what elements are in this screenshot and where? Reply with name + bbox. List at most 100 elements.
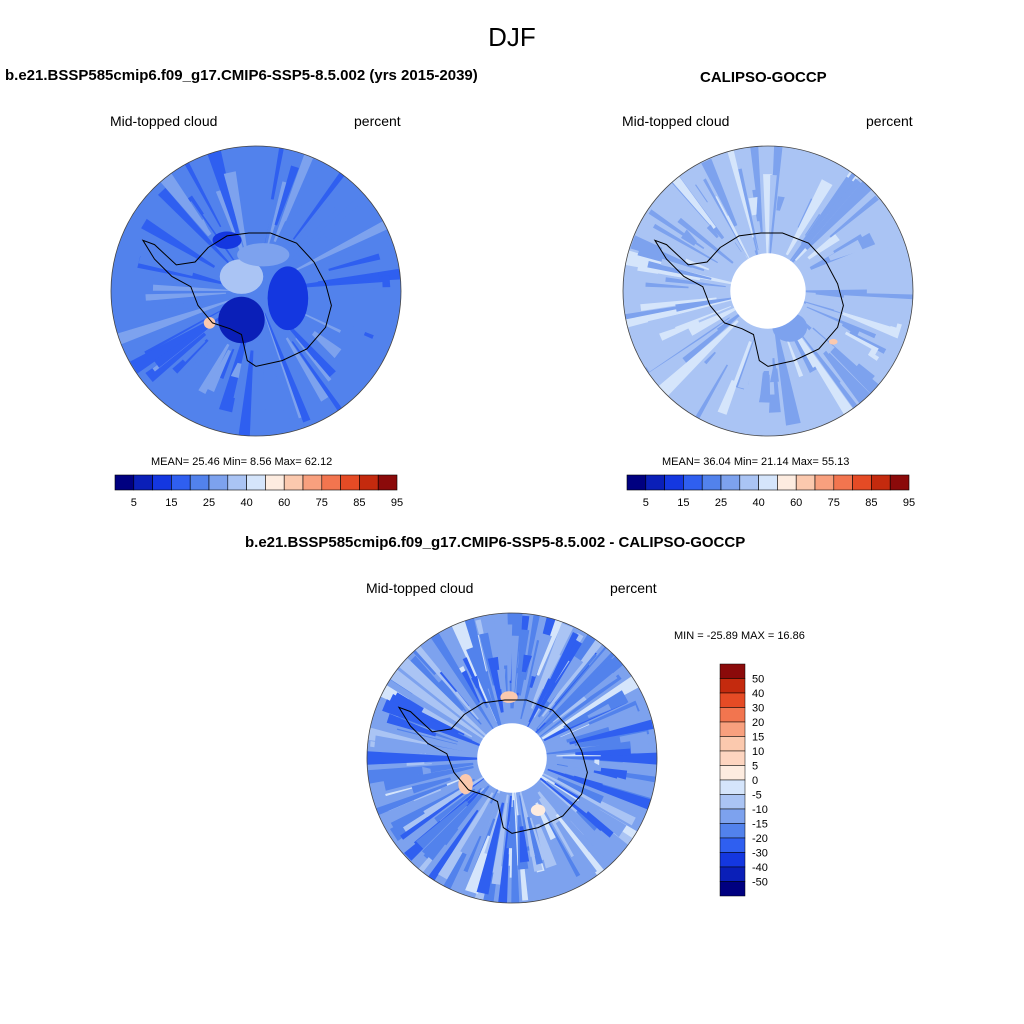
- colorbar-swatch: [777, 474, 797, 491]
- contour-patch: [215, 188, 249, 268]
- contour-patch: [805, 175, 878, 250]
- contour-patch: [785, 179, 833, 256]
- colorbar-swatch: [208, 474, 229, 491]
- coastline: [653, 232, 844, 367]
- colorbar-tick-label: 0: [752, 775, 758, 787]
- contour-patch: [546, 780, 590, 814]
- contour-blob: [267, 266, 309, 331]
- contour-patch: [659, 244, 726, 277]
- obs-polar-map: [622, 145, 914, 437]
- contour-patch: [516, 629, 530, 693]
- colorbar-tick-label: 40: [752, 497, 764, 509]
- contour-patch: [769, 368, 779, 383]
- colorbar-swatch: [152, 474, 172, 491]
- contour-patch: [710, 210, 727, 232]
- colorbar-swatch: [719, 837, 746, 853]
- contour-patch: [742, 340, 759, 413]
- colorbar-swatch: [719, 707, 746, 723]
- contour-patch: [828, 239, 863, 261]
- contour-patch: [374, 735, 484, 757]
- colorbar-swatch: [719, 692, 746, 708]
- contour-patch: [125, 315, 210, 361]
- contour-patch: [111, 299, 231, 350]
- contour-patch: [555, 813, 611, 885]
- contour-patch: [547, 768, 656, 811]
- contour-patch: [659, 194, 747, 273]
- colorbar-swatch: [719, 794, 746, 810]
- contour-patch: [843, 295, 913, 316]
- contour-patch: [546, 764, 608, 780]
- contour-patch: [675, 305, 732, 331]
- colorbar-swatch: [739, 474, 759, 491]
- colorbar-swatch: [871, 474, 891, 491]
- colorbar-tick-label: 30: [752, 703, 764, 715]
- contour-patch: [583, 752, 657, 766]
- colorbar-swatch: [852, 474, 872, 491]
- contour-patch: [535, 823, 557, 869]
- contour-patch: [763, 174, 772, 259]
- contour-patch: [773, 319, 801, 426]
- obs-stats: MEAN= 36.04 Min= 21.14 Max= 55.13: [662, 456, 850, 468]
- contour-patch: [438, 792, 494, 881]
- contour-patch: [579, 796, 601, 814]
- colorbar-swatch: [246, 474, 266, 491]
- contour-patch: [769, 146, 784, 257]
- colorbar-swatch: [719, 750, 746, 766]
- map-border: [366, 612, 658, 904]
- contour-patch: [519, 826, 530, 863]
- colorbar-swatch: [719, 852, 746, 868]
- colorbar-tick-label: -50: [752, 877, 768, 889]
- contour-patch: [487, 656, 504, 713]
- contour-patch: [546, 656, 584, 703]
- contour-patch: [623, 297, 738, 332]
- colorbar-tick-label: 75: [316, 497, 328, 509]
- contour-patch: [569, 719, 654, 745]
- colorbar-tick-label: -5: [752, 790, 762, 802]
- contour-patch: [841, 322, 860, 336]
- contour-patch: [833, 234, 865, 254]
- contour-patch: [266, 330, 284, 385]
- colorbar-swatch: [719, 736, 746, 752]
- colorbar-tick-label: 5: [752, 761, 758, 773]
- contour-patch: [706, 224, 719, 239]
- contour-patch: [484, 808, 501, 855]
- contour-patch: [287, 288, 374, 296]
- contour-patch: [398, 782, 464, 819]
- contour-patch: [141, 218, 216, 268]
- contour-patch: [644, 315, 731, 372]
- contour-patch: [157, 187, 229, 264]
- obs-variable-label: Mid-topped cloud: [622, 113, 730, 129]
- contour-patch: [587, 703, 612, 719]
- contour-patch: [138, 251, 194, 276]
- contour-patch: [514, 667, 524, 674]
- contour-patch: [466, 647, 502, 730]
- contour-patch: [684, 258, 710, 271]
- contour-patch: [421, 787, 488, 861]
- contour-patch: [789, 322, 858, 422]
- contour-patch: [298, 273, 380, 287]
- contour-patch: [230, 362, 242, 378]
- contour-patch: [260, 198, 275, 256]
- contour-patch: [427, 809, 479, 883]
- colorbar-swatch: [719, 678, 746, 694]
- colorbar-swatch: [719, 765, 746, 781]
- contour-patch: [497, 669, 506, 690]
- contour-patch: [408, 691, 468, 732]
- colorbar-tick-label: 40: [240, 497, 252, 509]
- contour-patch: [407, 655, 457, 706]
- colorbar-tick-label: 10: [752, 746, 764, 758]
- contour-patch: [521, 654, 533, 673]
- contour-patch: [367, 750, 478, 766]
- contour-patch: [796, 237, 913, 283]
- contour-patch: [274, 193, 368, 275]
- contour-patch: [788, 200, 810, 242]
- contour-patch: [152, 273, 231, 290]
- contour-patch: [434, 788, 476, 823]
- contour-blob: [203, 317, 216, 329]
- colorbar-swatch: [720, 474, 741, 491]
- contour-patch: [768, 345, 775, 395]
- map-border: [110, 145, 402, 437]
- contour-patch: [295, 338, 332, 382]
- contour-patch: [273, 146, 319, 243]
- contour-patch: [292, 162, 352, 240]
